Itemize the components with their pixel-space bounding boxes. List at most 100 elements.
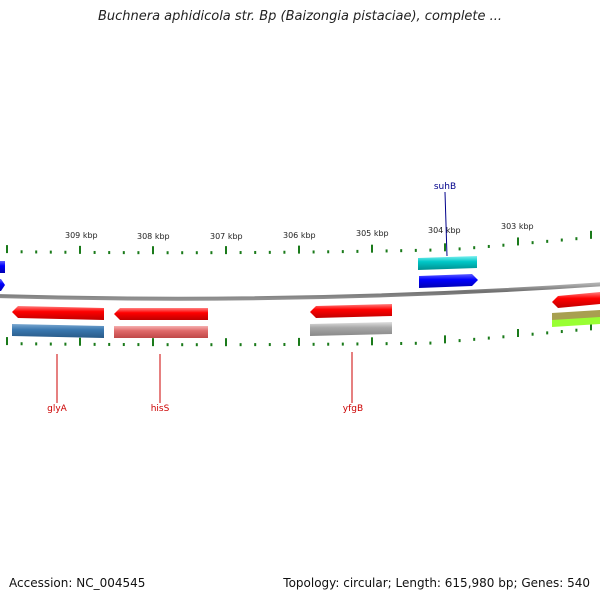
gene-feature[interactable]	[114, 326, 208, 338]
scale-tick	[341, 250, 344, 254]
scale-tick	[575, 237, 578, 241]
scale-tick	[6, 245, 8, 254]
scale-tick	[590, 230, 592, 239]
scale-tick	[444, 335, 446, 344]
scale-tick	[49, 342, 52, 346]
scale-tick	[239, 343, 242, 347]
gene-label-hisS[interactable]: hisS	[151, 404, 170, 414]
scale-ticks-inner	[6, 322, 592, 347]
scale-tick	[239, 251, 242, 255]
scale-tick	[152, 246, 154, 255]
gene-feature-glyA[interactable]	[12, 306, 104, 320]
scale-tick	[6, 337, 8, 346]
scale-tick	[473, 246, 476, 250]
gene-feature[interactable]	[552, 317, 600, 327]
scale-tick	[487, 244, 490, 248]
genome-stats-text: Topology: circular; Length: 615,980 bp; …	[283, 576, 590, 590]
scale-label: 304 kbp	[428, 226, 461, 235]
scale-tick	[64, 342, 67, 346]
scale-tick	[108, 251, 111, 255]
scale-tick	[166, 251, 169, 255]
scale-tick	[312, 342, 315, 346]
gene-feature[interactable]	[310, 322, 392, 336]
scale-tick	[517, 237, 519, 246]
gene-label-yfgB[interactable]: yfgB	[343, 404, 363, 414]
scale-ticks-outer	[6, 230, 592, 255]
scale-tick	[35, 250, 38, 254]
scale-tick	[122, 251, 125, 255]
map-title: Buchnera aphidicola str. Bp (Baizongia p…	[97, 9, 503, 24]
gene-feature[interactable]	[552, 292, 600, 308]
gene-label-glyA[interactable]: glyA	[47, 404, 68, 414]
gene-feature-suhB[interactable]	[418, 256, 477, 270]
scale-tick	[560, 330, 563, 334]
gene-feature[interactable]	[0, 279, 5, 291]
scale-tick	[502, 335, 505, 339]
scale-tick	[298, 337, 300, 346]
scale-label: 309 kbp	[65, 231, 98, 240]
gene-feature-yfgB[interactable]	[310, 304, 392, 318]
scale-tick	[385, 342, 388, 346]
scale-tick	[20, 342, 23, 346]
scale-tick	[371, 244, 373, 253]
scale-tick	[458, 339, 461, 343]
genome-backbone	[0, 282, 600, 301]
scale-tick	[166, 343, 169, 347]
scale-tick	[400, 249, 403, 253]
scale-tick	[35, 342, 38, 346]
scale-tick	[254, 250, 257, 254]
scale-label: 303 kbp	[501, 222, 534, 231]
scale-tick	[517, 329, 519, 338]
scale-tick	[356, 342, 359, 346]
scale-tick	[327, 250, 330, 254]
scale-tick	[487, 336, 490, 340]
scale-tick	[312, 250, 315, 254]
scale-tick	[400, 341, 403, 345]
gene-label-suhB[interactable]: suhB	[434, 182, 456, 192]
scale-tick	[429, 341, 432, 345]
scale-tick	[356, 249, 359, 253]
gene-feature[interactable]	[0, 261, 5, 273]
scale-tick	[546, 331, 549, 335]
scale-label: 306 kbp	[283, 231, 316, 240]
scale-label: 308 kbp	[137, 232, 170, 241]
scale-tick	[137, 251, 140, 255]
gene-feature[interactable]	[12, 324, 104, 338]
accession-text: Accession: NC_004545	[9, 576, 146, 590]
scale-tick	[152, 338, 154, 347]
scale-tick	[590, 322, 592, 331]
scale-tick	[298, 245, 300, 254]
scale-tick	[575, 328, 578, 332]
scale-tick	[20, 250, 23, 254]
scale-tick	[181, 251, 184, 255]
gene-feature[interactable]	[419, 274, 478, 288]
scale-tick	[49, 250, 52, 254]
scale-tick	[254, 343, 257, 347]
scale-tick	[195, 251, 198, 255]
gene-label-leader	[444, 191, 448, 257]
scale-tick	[108, 342, 111, 346]
scale-tick	[122, 343, 125, 347]
scale-tick	[385, 249, 388, 253]
scale-tick	[341, 342, 344, 346]
scale-tick	[502, 243, 505, 247]
gene-feature-hisS[interactable]	[114, 308, 208, 320]
scale-tick	[327, 342, 330, 346]
scale-tick	[414, 248, 417, 252]
scale-tick	[283, 342, 286, 346]
scale-tick	[414, 341, 417, 345]
scale-tick	[458, 247, 461, 251]
scale-tick	[210, 251, 213, 255]
scale-tick	[560, 238, 563, 242]
scale-tick	[137, 343, 140, 347]
scale-tick	[531, 332, 534, 336]
scale-tick	[210, 343, 213, 347]
scale-tick	[79, 245, 81, 254]
scale-label: 305 kbp	[356, 229, 389, 238]
scale-tick	[225, 246, 227, 255]
scale-tick	[79, 337, 81, 346]
scale-tick	[546, 239, 549, 243]
scale-label: 307 kbp	[210, 232, 243, 241]
scale-tick	[283, 250, 286, 254]
